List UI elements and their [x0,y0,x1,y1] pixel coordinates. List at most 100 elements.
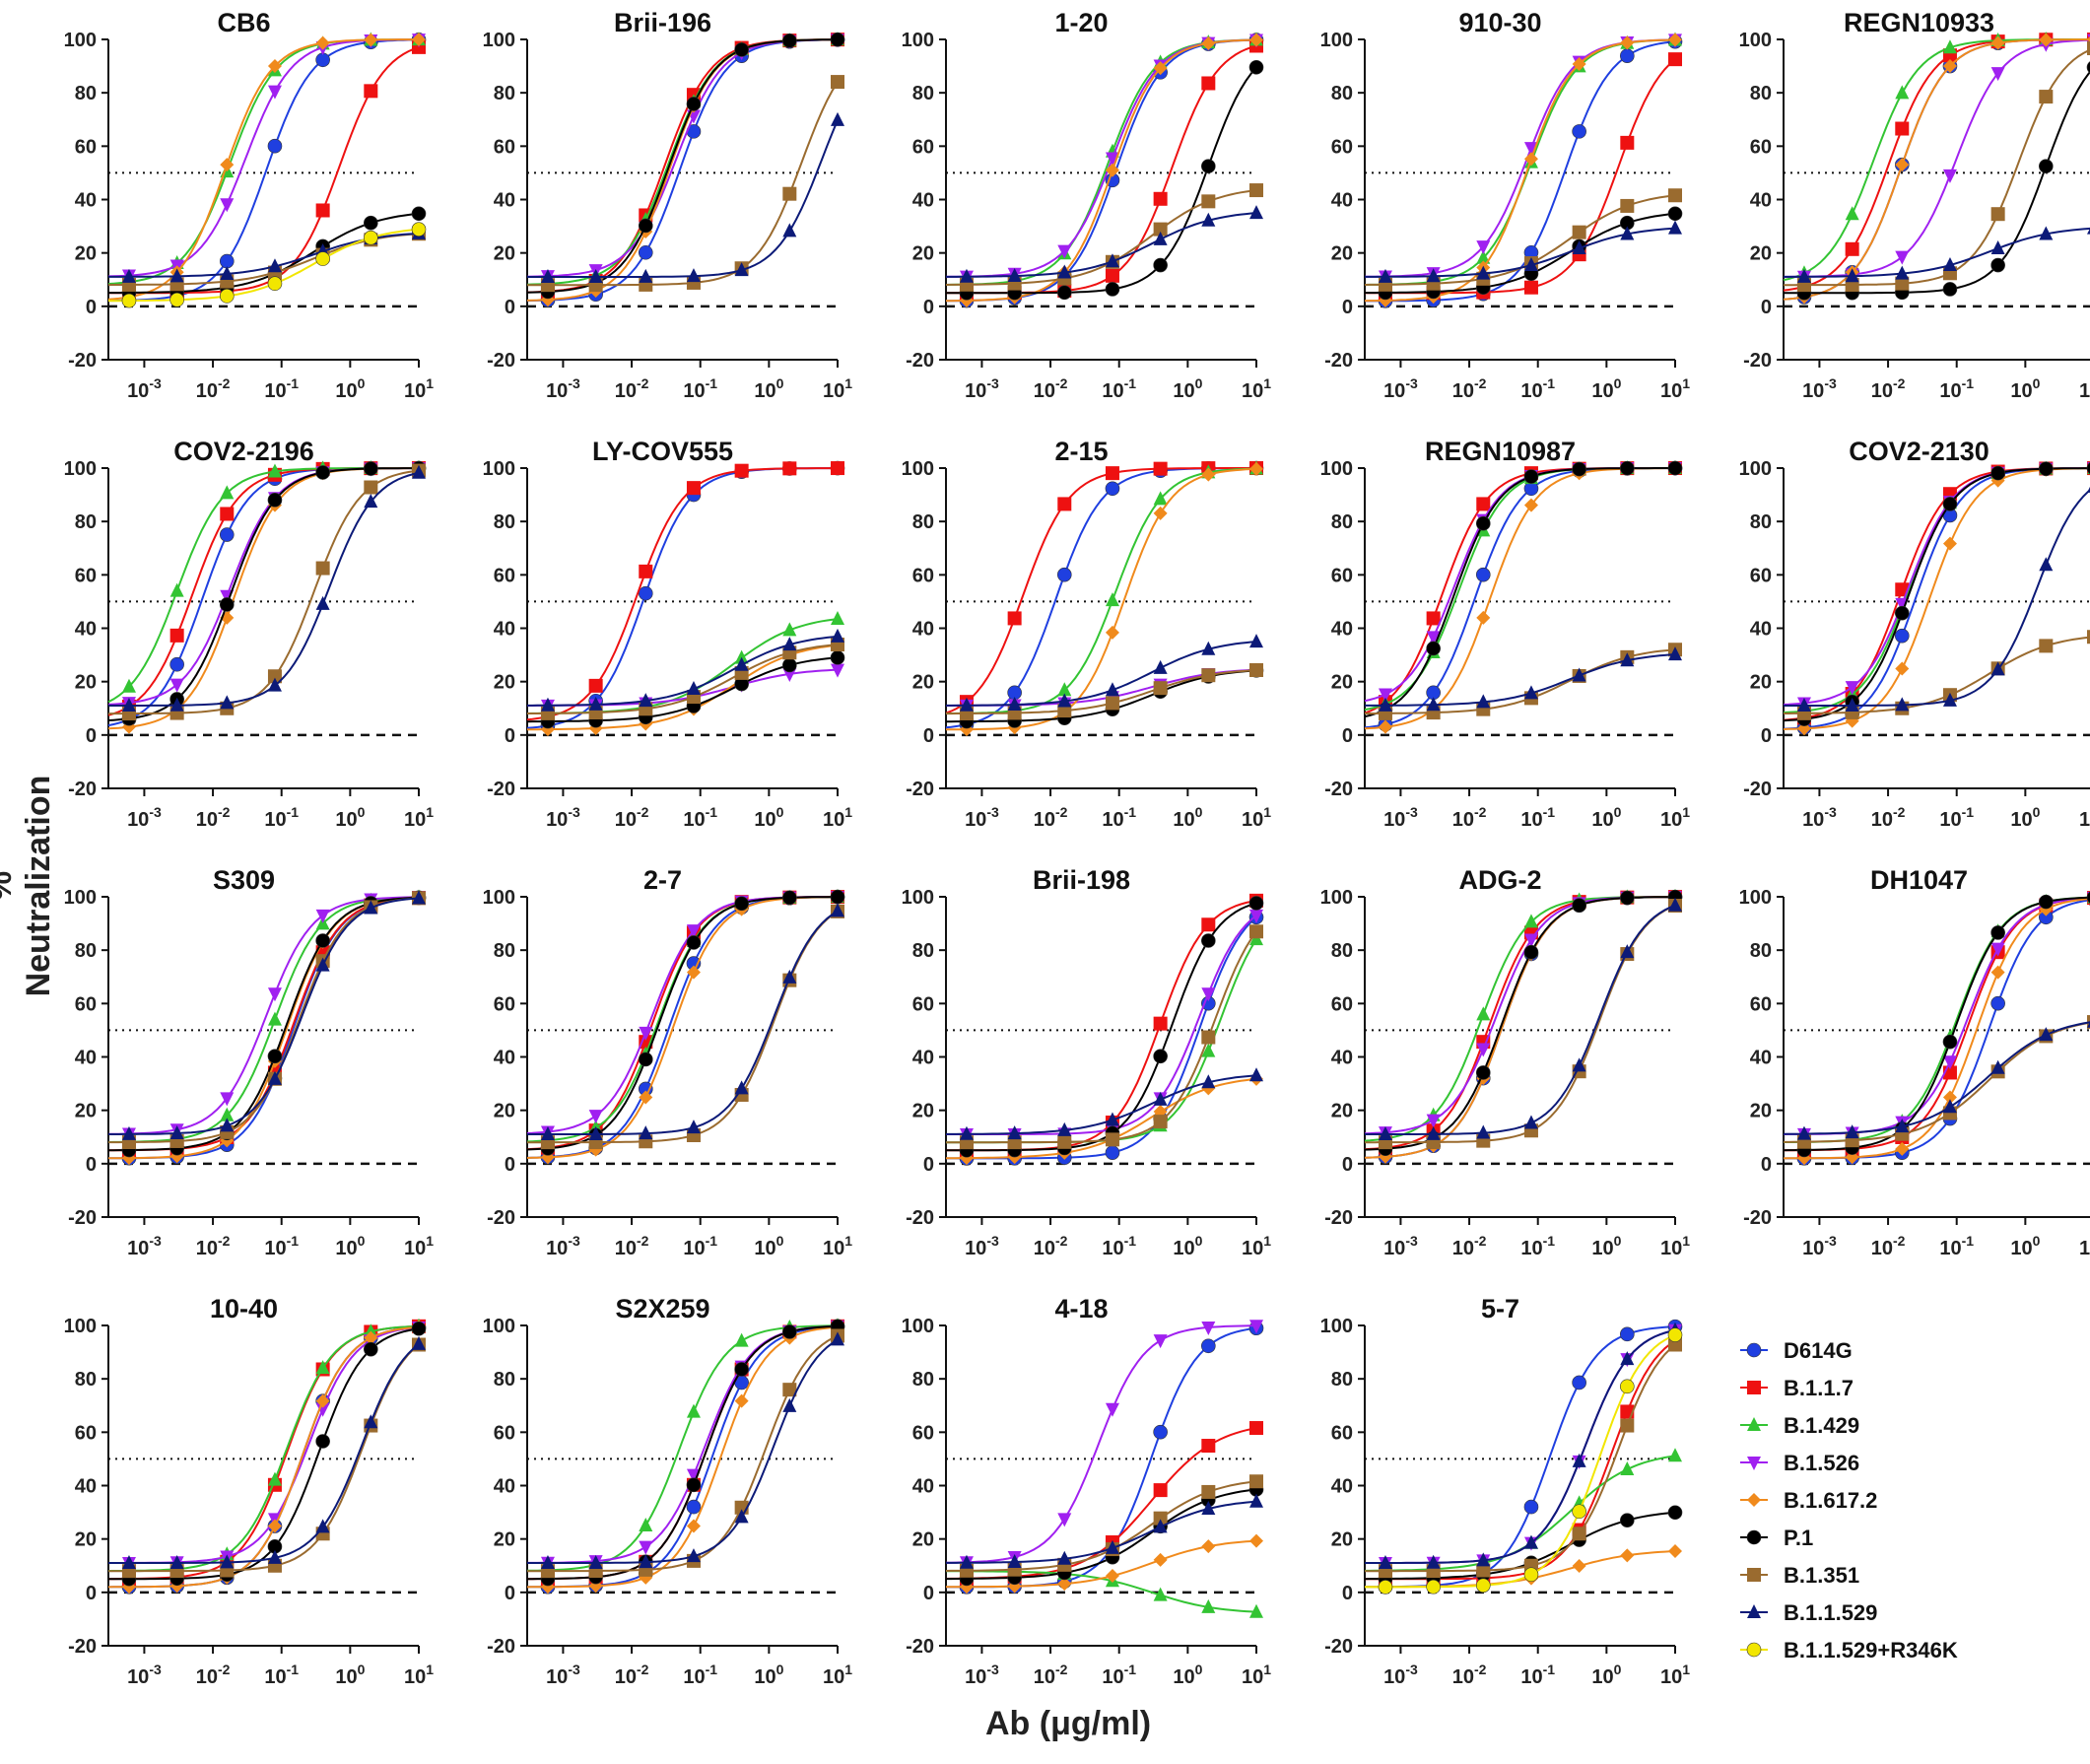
data-point [734,896,749,912]
legend-label: B.1.617.2 [1784,1488,1877,1513]
y-tick-label: 60 [912,1422,934,1444]
x-tick-label: 10-1 [1520,375,1555,402]
data-point [1895,250,1910,265]
x-tick-label: 10-2 [615,1233,649,1259]
y-tick-label: 0 [923,1154,934,1176]
data-point [1057,1550,1072,1565]
series-curve-B.1.526 [1364,896,1675,1135]
y-tick-label: 80 [1331,940,1353,962]
data-point [959,697,974,712]
data-point [1620,226,1635,240]
x-tick-label: 101 [404,375,434,402]
data-point [412,890,426,905]
data-point [1942,692,1957,707]
data-point [1007,267,1022,282]
data-point [959,1554,974,1569]
data-point [1201,933,1216,948]
y-tick-label: 40 [494,1476,515,1498]
series-curve-B.1.617.2 [1783,897,2090,1160]
data-point [315,933,330,948]
y-tick-label: 100 [1739,458,1772,480]
x-tick-exponent: 1 [844,804,852,820]
data-point [1105,466,1119,481]
data-point [588,269,603,284]
series-curve-P.1 [946,66,1257,295]
y-tick-label: 20 [912,1529,934,1551]
x-tick-exponent: -2 [218,1662,231,1677]
legend-marker-B.1.1.529 [1747,1604,1761,1618]
x-tick-exponent: -3 [568,375,580,391]
data-point [267,669,282,684]
data-point [2087,486,2090,493]
legend-label: B.1.351 [1784,1563,1859,1588]
x-tick-base: 10 [1242,809,1263,831]
x-tick-exponent: 0 [776,1233,784,1249]
x-tick-exponent: -1 [1124,1233,1137,1249]
series-curve-P.1 [1783,467,2090,722]
x-tick-exponent: -2 [637,804,649,820]
x-tick-base: 10 [2079,380,2090,402]
data-point [2087,228,2090,235]
data-point [1105,163,1119,177]
y-tick-label: 20 [1750,672,1772,694]
data-point [220,485,235,500]
data-point [1572,56,1586,71]
data-point [782,223,797,237]
data-point [734,1393,749,1408]
y-tick-label: 80 [1750,83,1772,104]
y-tick-label: -20 [487,350,515,372]
x-tick-label: 101 [2079,1233,2090,1259]
data-point [267,138,283,154]
data-point [1201,1598,1216,1613]
data-point [1057,1513,1072,1527]
data-point [315,1434,330,1449]
series-curve-B.1.1.7 [526,38,839,294]
y-tick-label: -20 [1324,1636,1353,1658]
series-curve-B.1.1.7 [108,45,420,295]
data-point [1476,1124,1491,1139]
x-tick-exponent: -3 [986,1233,999,1249]
data-point [1057,682,1072,697]
y-tick-label: 60 [75,136,97,158]
data-point [1105,152,1119,167]
series-curve-D614G [527,1325,839,1589]
x-tick-base: 10 [2079,1238,2090,1259]
data-point [1201,1043,1216,1057]
y-tick-label: 0 [505,297,515,318]
y-tick-label: 100 [483,1316,515,1337]
x-tick-label: 10-1 [1939,1233,1974,1259]
data-point [1153,659,1168,674]
y-tick-label: 0 [86,1154,97,1176]
data-point [1895,121,1910,136]
data-point [1153,1424,1168,1440]
data-point [782,461,797,476]
x-tick-label: 10-3 [1383,804,1418,831]
x-tick-exponent: -1 [1124,804,1137,820]
x-tick-exponent: -3 [1824,375,1837,391]
legend-label: D614G [1784,1338,1853,1363]
data-point [540,697,555,712]
data-point [220,158,235,172]
x-tick-base: 10 [1383,380,1405,402]
data-point [267,85,282,100]
data-point [1620,1418,1635,1433]
y-tick-label: 20 [1331,672,1353,694]
data-point [1201,987,1216,1002]
x-tick-label: 101 [1660,1233,1690,1259]
x-tick-base: 10 [1452,809,1474,831]
data-point [1895,85,1910,100]
data-point [2039,33,2054,47]
data-point [1476,694,1491,709]
x-tick-exponent: -3 [568,1662,580,1677]
data-point [639,1554,653,1569]
x-tick-exponent: -1 [287,1662,300,1677]
x-tick-label: 101 [404,1662,434,1688]
data-point [782,969,797,984]
x-tick-base: 10 [683,1238,705,1259]
data-point [1153,681,1168,696]
x-tick-label: 10-3 [1383,375,1418,402]
data-point [267,1049,283,1064]
